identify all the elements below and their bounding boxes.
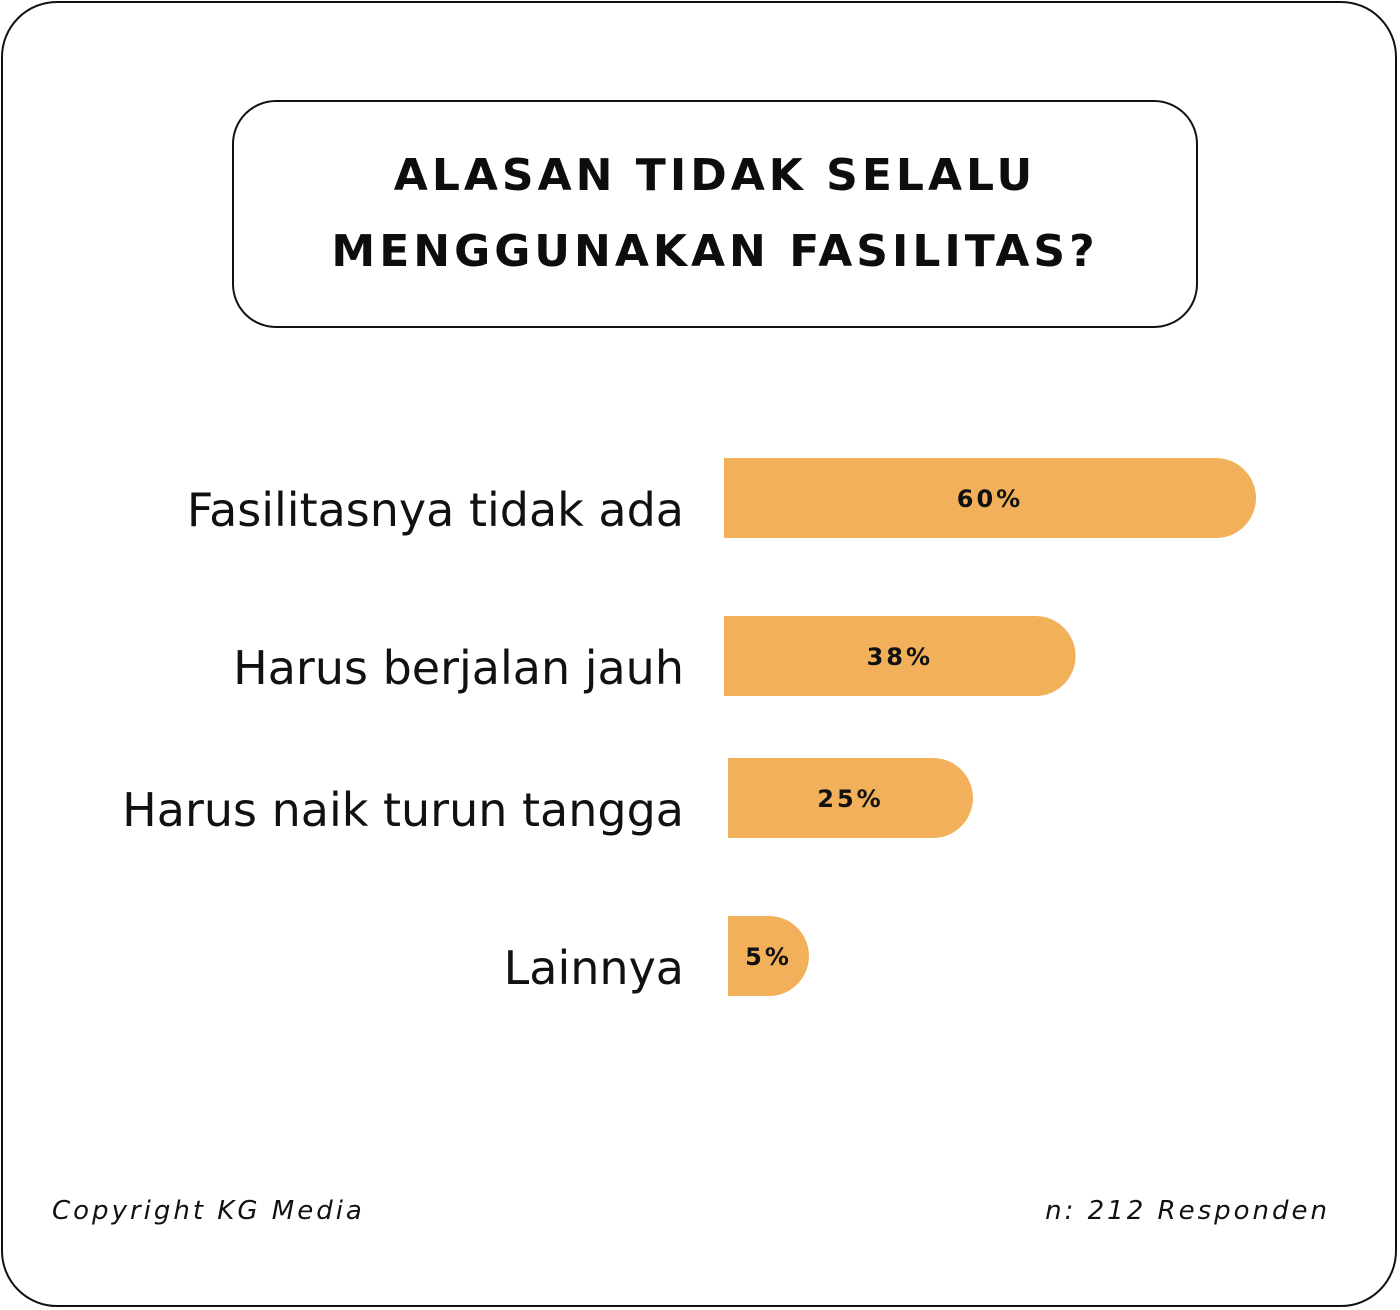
category-label-4: Lainnya [504,941,684,995]
category-label-3: Harus naik turun tangga [122,783,684,837]
title-box: ALASAN TIDAK SELALU MENGGUNAKAN FASILITA… [232,100,1198,328]
category-label-1: Fasilitasnya tidak ada [187,483,684,537]
bar-1 [724,458,1256,538]
bar-4 [728,916,809,996]
bar-3 [728,758,973,838]
copyright-text: Copyright KG Media [52,1196,365,1226]
value-label-3: 25% [817,785,883,813]
bar-2 [724,616,1076,696]
sample-size-text: n: 212 Responden [1045,1196,1330,1226]
value-label-1: 60% [957,485,1023,513]
value-label-4: 5% [745,943,792,971]
title-line-1: ALASAN TIDAK SELALU [393,150,1037,201]
title-line-2: MENGGUNAKAN FASILITAS? [331,226,1099,277]
category-label-2: Harus berjalan jauh [233,641,684,695]
value-label-2: 38% [867,643,933,671]
